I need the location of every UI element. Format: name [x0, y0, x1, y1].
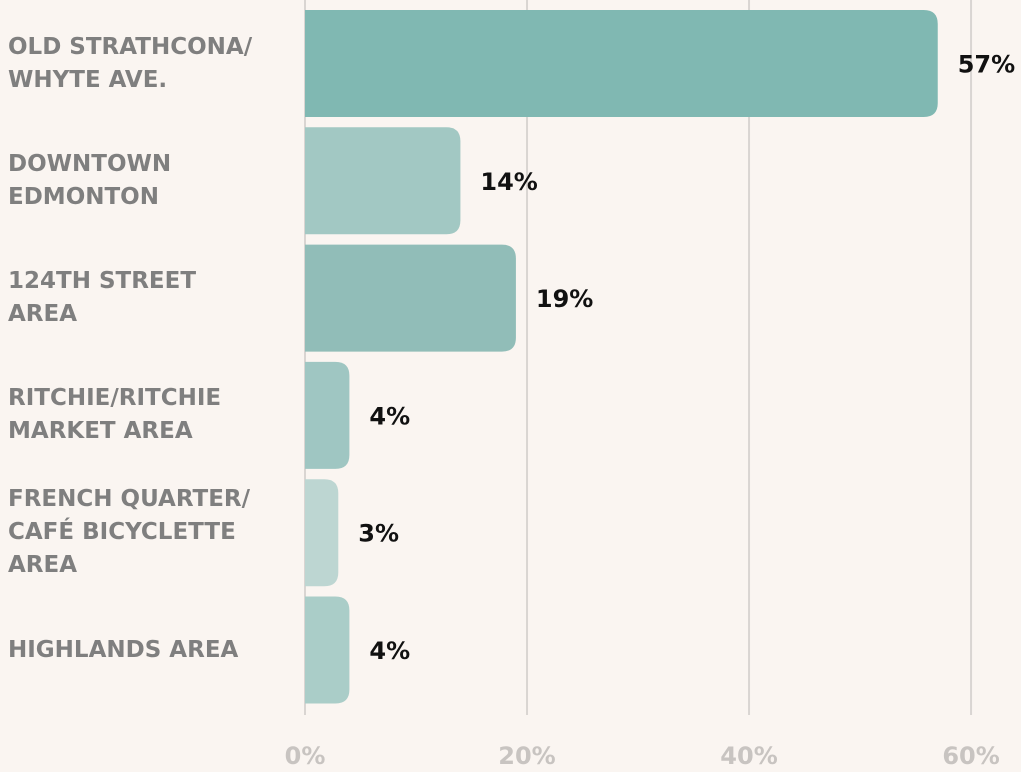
category-label: HIGHLANDS AREA	[8, 636, 239, 663]
value-label: 4%	[369, 402, 410, 430]
value-label: 4%	[369, 637, 410, 665]
bar	[305, 244, 516, 352]
x-tick-label: 20%	[498, 742, 555, 770]
value-label: 19%	[536, 285, 593, 313]
value-label: 14%	[480, 168, 537, 196]
value-label: 3%	[358, 520, 399, 548]
bar	[305, 127, 461, 235]
value-label: 57%	[958, 51, 1015, 79]
category-label: RITCHIE/RITCHIE MARKET AREA	[8, 385, 222, 445]
bar	[305, 10, 938, 117]
x-tick-label: 40%	[720, 742, 777, 770]
x-tick-label: 0%	[285, 742, 326, 770]
category-label: DOWNTOWN EDMONTON	[8, 150, 172, 210]
category-label: OLD STRATHCONA/ WHYTE AVE.	[8, 33, 253, 93]
bar	[305, 596, 350, 704]
bar	[305, 479, 339, 587]
bar	[305, 361, 350, 469]
category-label: 124TH STREET AREA	[8, 268, 197, 328]
x-tick-label: 60%	[942, 742, 999, 770]
category-label: FRENCH QUARTER/ CAFÉ BICYCLETTE AREA	[8, 486, 251, 579]
